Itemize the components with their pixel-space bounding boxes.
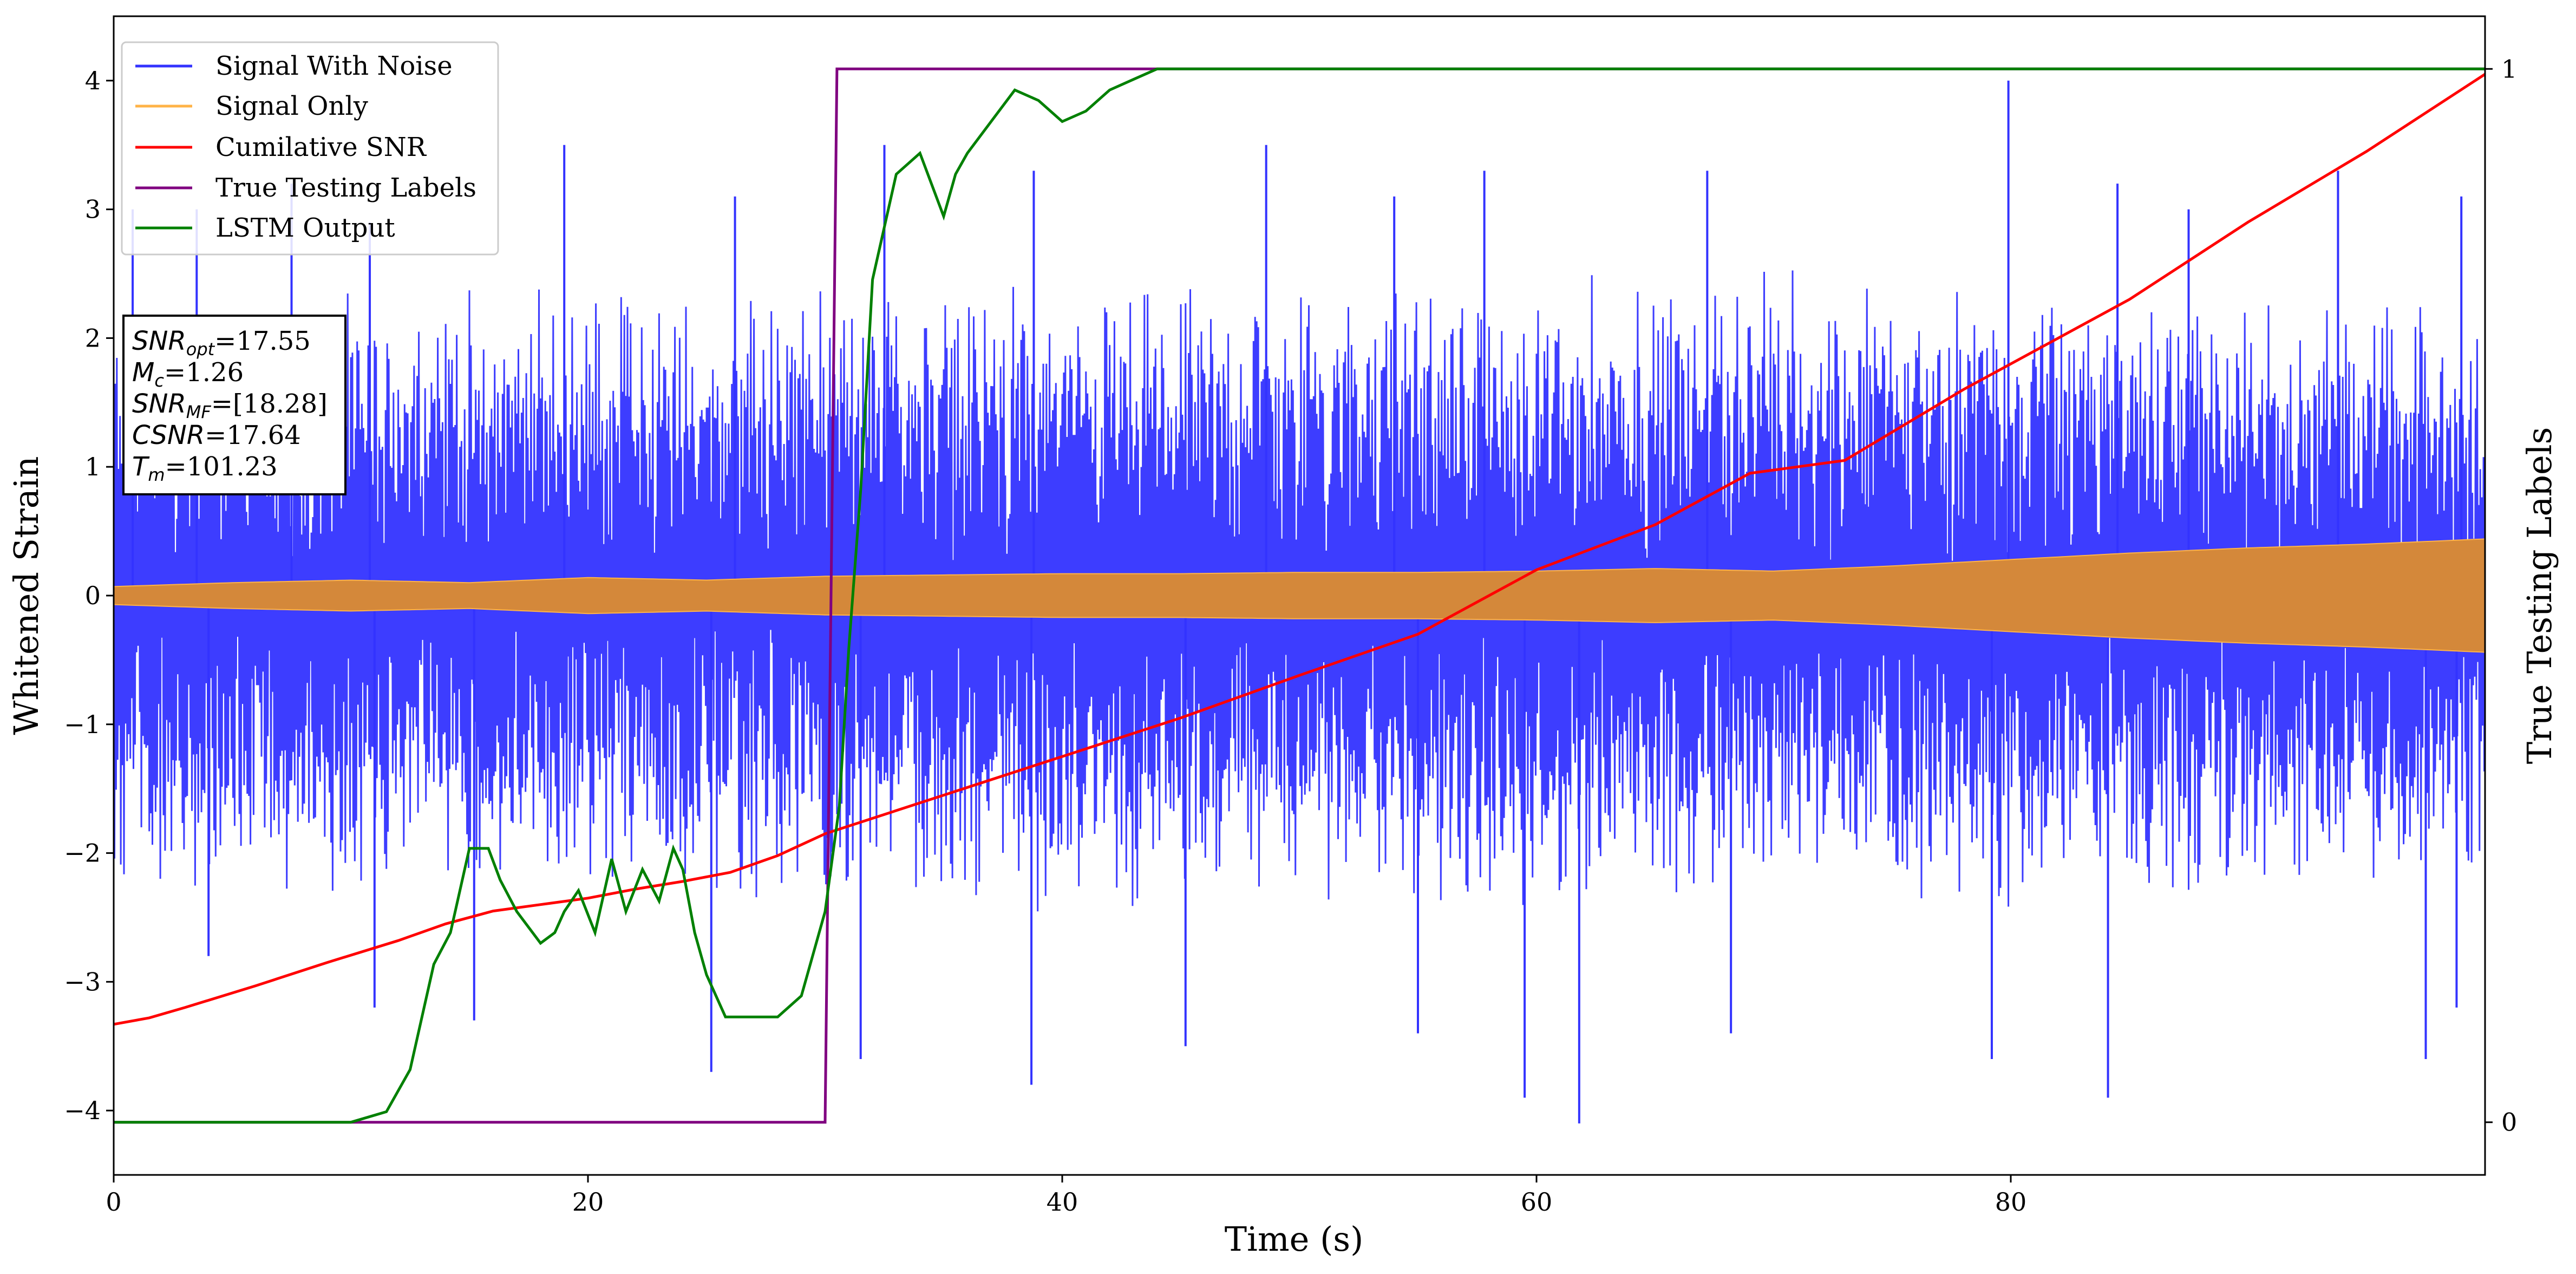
right-y-tick-label: 1 <box>2501 54 2517 83</box>
x-tick-label: 0 <box>106 1187 121 1217</box>
series-signal-only <box>114 538 2485 653</box>
legend-label-cumulative-snr: Cumilative SNR <box>215 132 427 162</box>
x-tick-label: 80 <box>1995 1187 2027 1217</box>
right-y-tick-label: 0 <box>2501 1108 2517 1137</box>
x-axis-title: Time (s) <box>1225 1219 1364 1259</box>
legend-label-signal-with-noise: Signal With Noise <box>215 51 453 81</box>
y-tick-label: 1 <box>85 452 101 481</box>
legend-label-lstm-output: LSTM Output <box>215 213 395 243</box>
right-y-axis-ticks: 01 <box>2485 54 2517 1137</box>
x-tick-label: 40 <box>1047 1187 1078 1217</box>
y-tick-label: 2 <box>85 323 101 352</box>
series-cumulative-snr <box>114 73 2485 1026</box>
x-tick-label: 60 <box>1521 1187 1553 1217</box>
legend-label-true-testing-labels: True Testing Labels <box>215 173 476 203</box>
y-tick-label: −4 <box>64 1096 101 1125</box>
y-tick-label: 4 <box>85 66 101 95</box>
legend-entry-signal-with-noise: Signal With Noise <box>135 51 453 81</box>
y-tick-label: −2 <box>64 839 101 868</box>
legend-label-signal-only: Signal Only <box>215 91 368 121</box>
y-tick-label: −3 <box>64 967 101 996</box>
right-y-axis-title: True Testing Labels <box>2520 427 2559 765</box>
legend-entry-signal-only: Signal Only <box>135 91 368 121</box>
x-axis-ticks: 0 20 40 60 80 <box>106 1175 2026 1217</box>
legend-entry-true-testing-labels: True Testing Labels <box>135 173 476 203</box>
y-axis-ticks: −4 −3 −2 −1 0 1 2 3 4 <box>64 66 114 1125</box>
y-tick-label: 3 <box>85 195 101 224</box>
snr-info-box: SNRopt=17.55Mc=1.26SNRMF=[18.28]CSNR=17.… <box>122 315 346 495</box>
plot-series <box>114 67 2485 1124</box>
y-tick-label: −1 <box>64 710 101 739</box>
legend-box <box>121 41 499 256</box>
snr-info-line: SNRopt=17.55 <box>132 326 311 360</box>
legend-entry-lstm-output: LSTM Output <box>135 213 395 243</box>
legend: Signal With Noise Signal Only Cumilative… <box>121 41 499 256</box>
snr-info-line: SNRMF=[18.28] <box>132 389 328 422</box>
series-lstm-output <box>114 67 2485 1124</box>
snr-info-line: CSNR=17.64 <box>132 420 301 450</box>
snr-info-box-frame <box>122 315 346 495</box>
legend-entry-cumulative-snr: Cumilative SNR <box>135 132 427 162</box>
plot-area <box>114 67 2485 1124</box>
y-axis-title: Whitened Strain <box>6 456 46 735</box>
y-tick-label: 0 <box>85 581 101 610</box>
snr-info-line: Mc=1.26 <box>132 357 244 391</box>
snr-info-line: Tm=101.23 <box>132 452 278 485</box>
series-signal-with-noise <box>114 270 2485 912</box>
x-tick-label: 20 <box>572 1187 604 1217</box>
